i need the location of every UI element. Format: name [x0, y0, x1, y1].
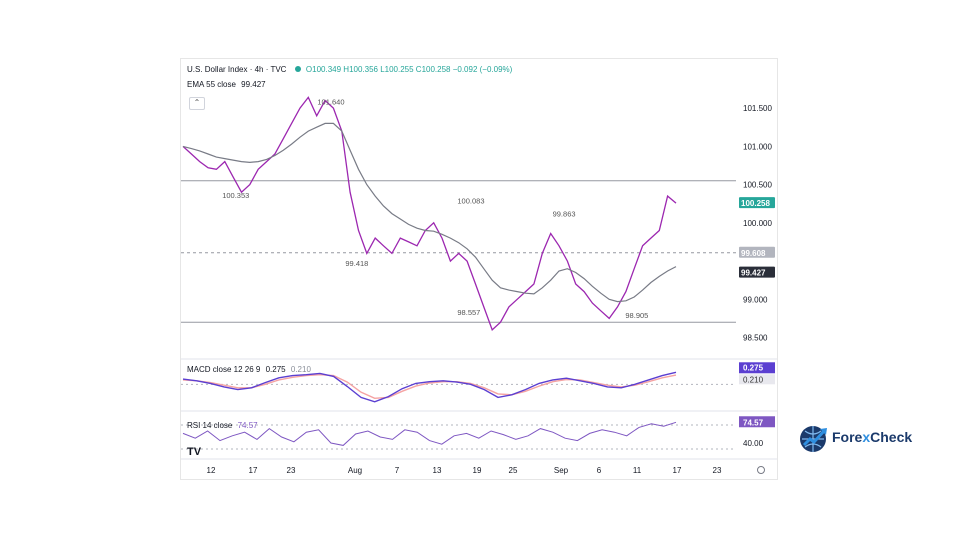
x-axis-tick-label: 17	[673, 466, 682, 475]
ema-series-line	[182, 122, 677, 303]
chart-panel[interactable]: 101.500 101.000 100.500 100.000 99.000 98.500…	[180, 58, 778, 480]
macd-signal-line	[182, 373, 677, 400]
price-axis-tag	[739, 266, 775, 278]
price-annotation: 101.640	[317, 98, 344, 107]
brand-name: ForexCheck	[832, 429, 913, 445]
ema-label: EMA 55 close	[187, 80, 236, 89]
x-axis-tick-label: Aug	[348, 466, 362, 475]
x-axis-tick-label: 12	[207, 466, 216, 475]
price-series-line	[182, 96, 677, 332]
tradingview-logo: TV	[187, 446, 202, 458]
x-axis-tick-label: 11	[633, 466, 642, 475]
x-axis-tick-label: 23	[287, 466, 296, 475]
chart-header: U.S. Dollar Index · 4h · TVC O100.349 H1…	[187, 65, 515, 74]
ohlc-readout: O100.349 H100.356 L100.255 C100.258 −0.0…	[305, 65, 513, 74]
collapse-legend-button[interactable]: ⌃	[189, 97, 205, 110]
x-axis-tick-label: 17	[249, 466, 258, 475]
rsi-line	[182, 421, 677, 446]
rsi-legend: RSI 14 close 74.57	[187, 421, 261, 430]
y-axis-tick-label: 99.000	[743, 295, 768, 304]
ema-value: 99.427	[241, 80, 266, 89]
price-annotation: 99.418	[345, 259, 368, 268]
price-axis-tag-label: 99.608	[741, 249, 766, 258]
rsi-axis-tag-label: 74.57	[743, 418, 764, 427]
market-status-icon	[294, 66, 301, 73]
x-axis-tick-label: 23	[713, 466, 722, 475]
x-axis-tick-label: 25	[509, 466, 518, 475]
price-axis-tag-label: 100.258	[741, 199, 770, 208]
macd-line	[182, 371, 677, 403]
macd-label: MACD close 12 26 9	[187, 365, 261, 374]
macd-value-1: 0.275	[265, 365, 286, 374]
signal-axis-tag-label: 0.210	[743, 375, 764, 384]
x-axis-tick-label: 19	[473, 466, 482, 475]
y-axis-tick-label: 100.000	[743, 219, 772, 228]
price-annotation: 100.353	[222, 191, 249, 200]
ema-legend: EMA 55 close 99.427	[187, 80, 269, 89]
macd-axis-tag	[739, 362, 775, 374]
y-axis-tick-label: 100.500	[743, 181, 772, 190]
macd-axis-tag-label: 0.275	[743, 363, 764, 372]
rsi-value: 74.57	[237, 421, 258, 430]
chart-canvas[interactable]: 101.500 101.000 100.500 100.000 99.000 98.500…	[181, 59, 778, 480]
price-annotation: 100.083	[457, 196, 484, 205]
x-axis-tick-label: 13	[433, 466, 442, 475]
x-axis-tick-label: 7	[395, 466, 400, 475]
x-axis-tick-label: 6	[597, 466, 602, 475]
signal-axis-tag	[739, 374, 775, 385]
price-axis-tag	[739, 246, 775, 258]
price-annotation: 98.905	[625, 311, 648, 320]
globe-chart-icon	[800, 426, 827, 452]
price-annotation: 99.863	[553, 209, 576, 218]
macd-value-2: 0.210	[290, 365, 311, 374]
price-annotation: 98.557	[457, 308, 480, 317]
rsi-tick-label: 40.00	[743, 439, 764, 448]
chevron-up-icon: ⌃	[193, 98, 201, 107]
y-axis-tick-label: 98.500	[743, 334, 768, 343]
settings-gear-icon	[757, 466, 765, 474]
y-axis-tick-label: 101.500	[743, 104, 772, 113]
y-axis-tick-label: 101.000	[743, 142, 772, 151]
x-axis-tick-label: Sep	[554, 466, 569, 475]
macd-legend: MACD close 12 26 9 0.275 0.210	[187, 365, 314, 374]
rsi-axis-tag	[739, 416, 775, 428]
price-axis-tag-label: 99.427	[741, 269, 766, 278]
price-axis-tag	[739, 197, 775, 209]
forexcheck-logo: ForexCheck	[798, 423, 928, 455]
rsi-label: RSI 14 close	[187, 421, 233, 430]
symbol-title: U.S. Dollar Index · 4h · TVC	[187, 65, 287, 74]
